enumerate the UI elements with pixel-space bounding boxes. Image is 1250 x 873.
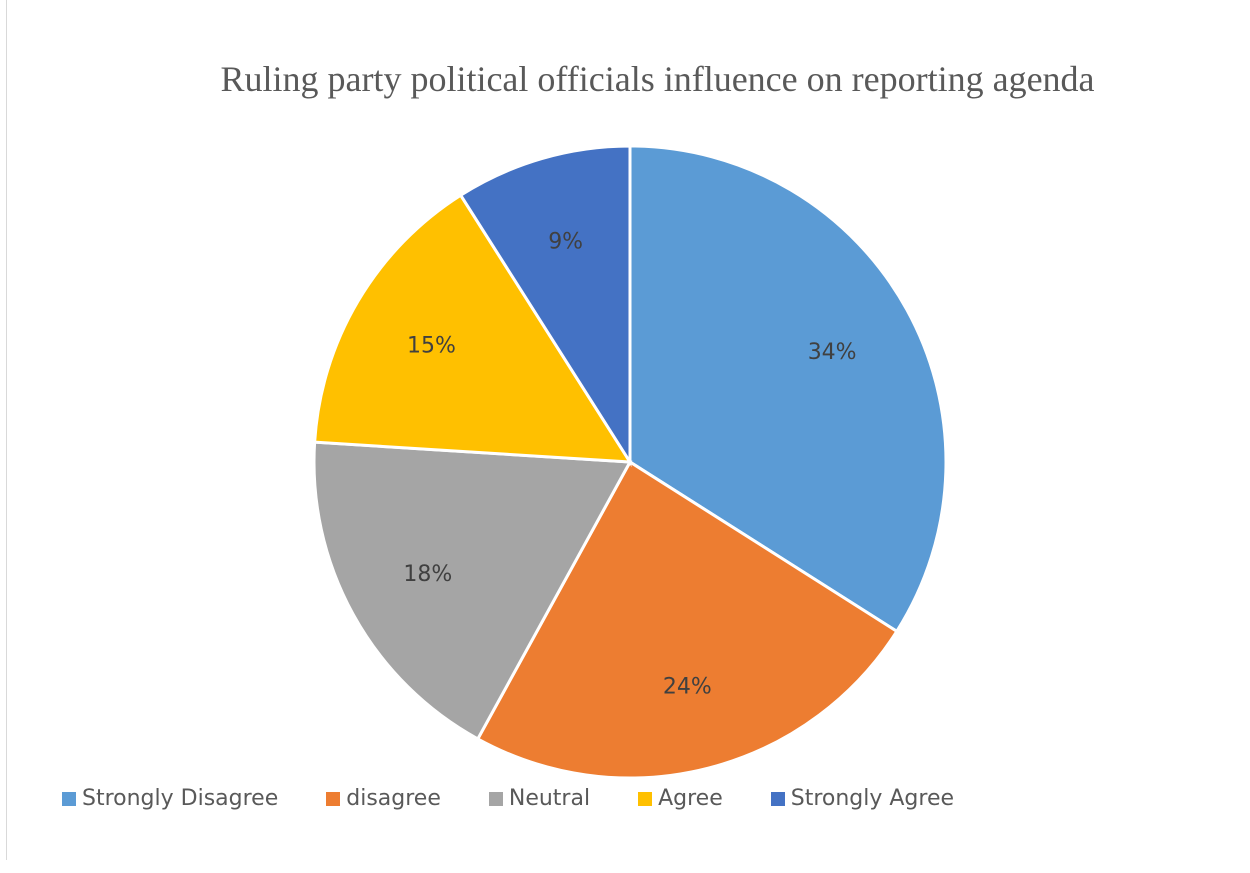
- legend-label: disagree: [346, 786, 441, 811]
- legend-item-neutral[interactable]: Neutral: [488, 786, 591, 811]
- legend-swatch: [638, 791, 653, 806]
- pie-slice-strongly-disagree[interactable]: [628, 144, 948, 634]
- data-label-agree: 15%: [407, 334, 456, 359]
- legend-label: Agree: [658, 786, 723, 811]
- legend-label: Neutral: [508, 786, 591, 811]
- legend-item-strongly-disagree[interactable]: Strongly Disagree: [62, 786, 278, 811]
- chart-title: Ruling party political officials influen…: [220, 59, 1095, 99]
- legend-swatch: [62, 791, 76, 806]
- pie-slice-strongly-agree[interactable]: [458, 144, 632, 468]
- pie-slice-disagree[interactable]: [475, 459, 899, 780]
- legend-swatch: [770, 791, 785, 806]
- pie-slice-agree[interactable]: [313, 193, 633, 464]
- legend-swatch: [326, 791, 341, 806]
- legend-label: Strongly Disagree: [82, 786, 279, 811]
- chart-border: [6, 0, 7, 860]
- legend: Strongly Disagree disagree Neutral Agree…: [62, 786, 1002, 811]
- legend-item-strongly-agree[interactable]: Strongly Agree: [770, 786, 955, 811]
- legend-label: Strongly Agree: [790, 786, 955, 811]
- data-label-disagree: 24%: [663, 674, 712, 699]
- pie-slice-neutral[interactable]: [312, 440, 633, 741]
- legend-item-agree[interactable]: Agree: [638, 786, 723, 811]
- data-label-strongly-agree: 9%: [548, 229, 583, 254]
- legend-item-disagree[interactable]: disagree: [326, 786, 441, 811]
- data-label-strongly-disagree: 34%: [808, 340, 857, 365]
- legend-swatch: [488, 791, 503, 806]
- data-label-neutral: 18%: [403, 562, 452, 587]
